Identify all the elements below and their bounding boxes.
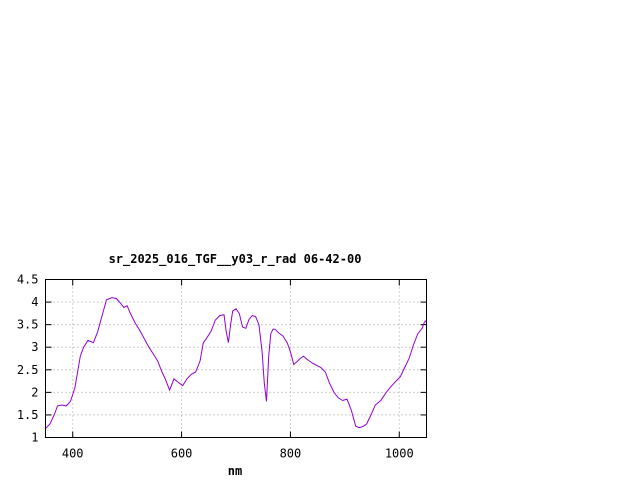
plot-frame	[45, 279, 427, 438]
grid-lines	[45, 279, 427, 438]
y-tick-label: 4	[31, 295, 38, 309]
y-tick-label: 1.5	[17, 408, 39, 422]
y-tick-label: 1	[31, 431, 38, 445]
x-tick-label: 400	[62, 447, 84, 461]
y-tick-label: 3	[31, 340, 38, 354]
y-tick-label: 4.5	[17, 273, 39, 287]
y-tick-label: 2	[31, 385, 38, 399]
x-axis-ticks: 400 600 800 1000	[62, 279, 414, 461]
y-tick-label: 3.5	[17, 318, 39, 332]
y-axis-ticks: 1 1.5 2 2.5 3 3.5 4 4.5	[17, 273, 427, 445]
chart-title: sr_2025_016_TGF__y03_r_rad 06-42-00	[109, 252, 362, 267]
x-tick-label: 1000	[385, 447, 414, 461]
x-tick-label: 600	[171, 447, 193, 461]
y-tick-label: 2.5	[17, 363, 39, 377]
x-axis-label: nm	[228, 464, 242, 478]
series-line	[45, 297, 427, 429]
x-tick-label: 800	[280, 447, 302, 461]
